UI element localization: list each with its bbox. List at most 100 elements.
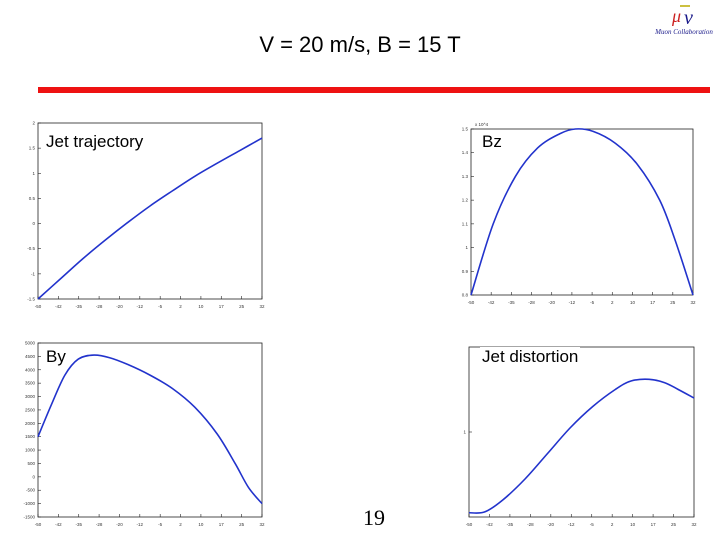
x-tick-label: -28	[96, 522, 103, 527]
y-tick-label: 0.9	[462, 269, 469, 274]
y-tick-label: -1	[31, 271, 35, 276]
x-tick-label: 2	[179, 522, 182, 527]
x-tick-label: -5	[590, 300, 594, 305]
y-tick-label: 1.3	[462, 174, 469, 179]
x-tick-label: -5	[590, 522, 594, 527]
x-tick-label: 2	[611, 300, 614, 305]
x-tick-label: 2	[179, 304, 182, 309]
y-tick-label: 2	[32, 121, 35, 126]
x-tick-label: 25	[239, 304, 245, 309]
x-tick-label: 17	[219, 522, 225, 527]
y-tick-label: 0.8	[462, 293, 469, 298]
x-tick-label: 10	[198, 522, 204, 527]
label-jet-distortion: Jet distortion	[480, 347, 581, 367]
x-tick-label: -42	[55, 522, 62, 527]
x-tick-label: 32	[691, 522, 697, 527]
y-tick-label: -500	[26, 488, 36, 493]
x-tick-label: -35	[508, 300, 515, 305]
x-tick-label: 32	[259, 304, 265, 309]
logo-caption: Muon Collaboration	[655, 28, 713, 36]
x-tick-label: -12	[137, 304, 144, 309]
x-tick-label: -50	[35, 522, 42, 527]
x-tick-label: -28	[528, 300, 535, 305]
y-tick-label: 500	[27, 461, 35, 466]
plot-jet-trajectory: -50 -42 -35 -28 -20 -12 -5 2 10 17 25 32 -1.5 -1 -0.5 0…	[27, 121, 265, 310]
plot-frame	[468, 346, 695, 518]
x-tick-label: -35	[75, 304, 82, 309]
y-tick-label: 4500	[25, 354, 36, 359]
x-tick-label: 10	[630, 300, 636, 305]
series-line	[37, 137, 263, 300]
plot-frame	[37, 342, 263, 518]
label-jet-trajectory: Jet trajectory	[44, 132, 146, 152]
x-tick-label: -20	[548, 300, 555, 305]
y-tick-label: 2500	[25, 407, 36, 412]
x-tick-label: -5	[158, 522, 162, 527]
y-multiplier: x 10^4	[475, 122, 489, 127]
y-tick-label: -1.5	[27, 297, 35, 302]
x-tick-label: -28	[96, 304, 103, 309]
plot-bz: -50 -42 -35 -28 -20 -12 -5 2 10 17 25 32 0.8 0.9 1 1.1 1…	[462, 122, 696, 305]
x-tick-label: 32	[690, 300, 696, 305]
x-tick-label: -42	[488, 300, 495, 305]
slide-title: V = 20 m/s, B = 15 T	[259, 32, 461, 57]
x-tick-label: -35	[507, 522, 514, 527]
y-tick-label: 1.5	[462, 127, 469, 132]
x-tick-label: 25	[670, 300, 676, 305]
y-tick-label: 1	[463, 430, 466, 435]
y-tick-label: 1000	[25, 448, 36, 453]
y-tick-label: 3500	[25, 381, 36, 386]
x-tick-label: -5	[158, 304, 162, 309]
y-tick-label: -1500	[23, 515, 35, 520]
y-tick-label: 0.5	[29, 196, 36, 201]
x-tick-label: -12	[568, 522, 575, 527]
x-tick-label: -50	[35, 304, 42, 309]
label-by: By	[44, 347, 68, 367]
x-tick-label: -50	[468, 300, 475, 305]
x-tick-label: 25	[671, 522, 677, 527]
x-tick-label: -20	[116, 522, 123, 527]
y-tick-label: -1000	[23, 501, 35, 506]
y-tick-label: 1.5	[29, 146, 36, 151]
x-tick-label: 17	[219, 304, 225, 309]
x-tick-label: 2	[611, 522, 614, 527]
y-tick-label: -0.5	[27, 246, 35, 251]
y-tick-label: 0	[32, 221, 35, 226]
y-tick-label: 1500	[25, 434, 36, 439]
x-tick-label: -20	[548, 522, 555, 527]
y-tick-label: 1.2	[462, 198, 469, 203]
y-tick-label: 0	[32, 474, 35, 479]
x-tick-label: 17	[651, 522, 657, 527]
svg-text:ν: ν	[684, 7, 693, 29]
red-divider	[38, 87, 710, 93]
x-tick-label: 17	[650, 300, 656, 305]
x-tick-label: -20	[116, 304, 123, 309]
y-tick-label: 1	[465, 245, 468, 250]
y-tick-label: 1.1	[462, 221, 469, 226]
plot-frame	[37, 122, 263, 300]
y-tick-label: 4000	[25, 367, 36, 372]
x-tick-label: 25	[239, 522, 245, 527]
x-tick-label: -28	[527, 522, 534, 527]
x-tick-label: 32	[259, 522, 265, 527]
x-tick-label: -42	[486, 522, 493, 527]
series-line	[468, 378, 695, 514]
muon-collaboration-logo: μ ν	[671, 5, 693, 29]
x-tick-label: 10	[198, 304, 204, 309]
plot-by: -50 -42 -35 -28 -20 -12 -5 2 10 17 25 32 -1500 -1000 -…	[23, 341, 265, 528]
y-tick-label: 1.4	[462, 150, 469, 155]
plot-frame	[470, 128, 694, 296]
x-tick-label: -12	[569, 300, 576, 305]
y-tick-label: 2000	[25, 421, 36, 426]
x-tick-label: 10	[630, 522, 636, 527]
y-tick-label: 5000	[25, 341, 36, 346]
svg-text:μ: μ	[671, 6, 681, 26]
plot-jet-distortion: -50 -42 -35 -28 -20 -12 -5 2 10 17 25 32 1	[463, 346, 697, 527]
x-tick-label: -42	[55, 304, 62, 309]
series-line	[470, 128, 694, 296]
x-tick-label: -35	[75, 522, 82, 527]
page-number: 19	[363, 505, 385, 530]
x-tick-label: -50	[466, 522, 473, 527]
x-tick-label: -12	[137, 522, 144, 527]
